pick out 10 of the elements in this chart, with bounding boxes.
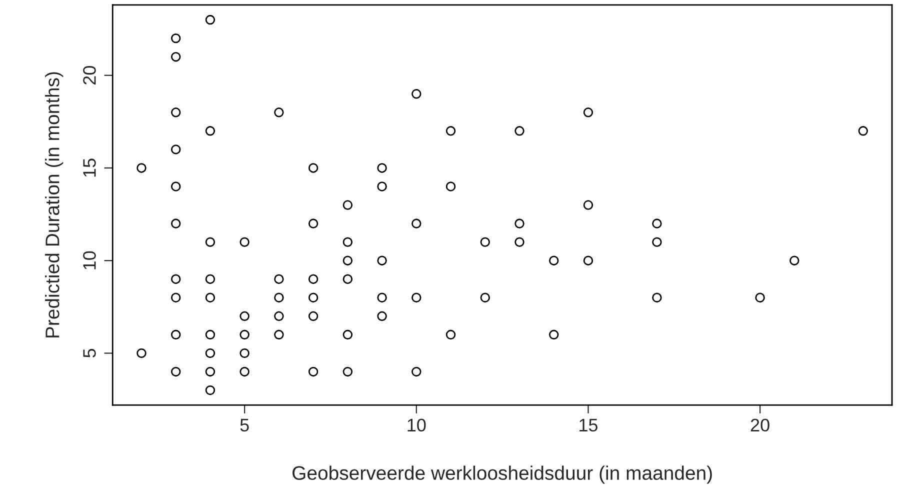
x-tick-label: 10 [408, 418, 426, 432]
y-tick-label: 10 [83, 251, 96, 270]
y-axis-title: Predictied Duration (in months) [45, 72, 64, 338]
x-tick-label: 15 [580, 418, 598, 432]
y-tick-label: 15 [83, 158, 96, 177]
x-tick-label: 20 [750, 418, 770, 432]
y-tick-label: 5 [83, 348, 96, 358]
y-tick-label: 20 [83, 66, 96, 84]
x-axis-title: Geobserveerde werkloosheidsduur (in maanden) [292, 466, 712, 484]
x-tick-label: 5 [240, 418, 249, 432]
